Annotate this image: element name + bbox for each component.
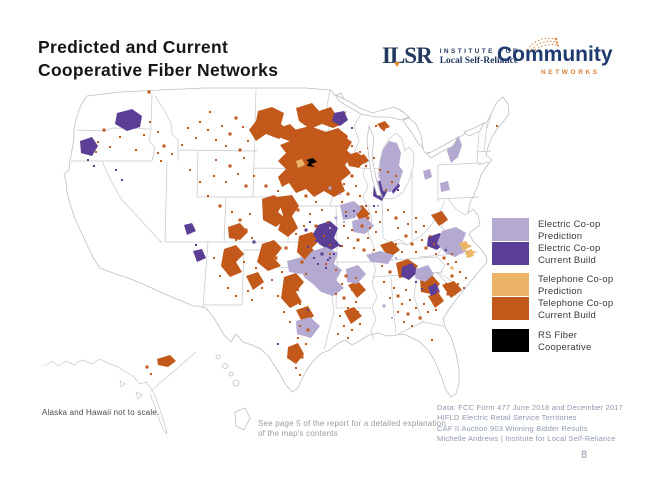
legend-label-line1: Telephone Co-op xyxy=(538,274,614,285)
data-source-line: Michelle Andrews | Institute for Local S… xyxy=(437,433,616,443)
hawaii-big-island xyxy=(234,407,251,431)
lake-michigan xyxy=(366,124,383,197)
ilsr-acronym: ILSR xyxy=(382,43,433,68)
data-sources: Data: FCC Form 477 June 2018 and Decembe… xyxy=(437,403,623,444)
legend-swatch xyxy=(492,242,529,265)
ilsr-local-self-reliance: Local Self-Reliance xyxy=(439,56,519,66)
legend-label: Telephone Co-op Current Build xyxy=(538,297,613,321)
legend-item: Electric Co-op Current Build xyxy=(492,242,644,266)
community-networks-logo: Community NETWORKS xyxy=(497,37,613,76)
legend-label-line2: Prediction xyxy=(538,230,583,242)
legend-label-line1: Telephone Co-op xyxy=(538,298,614,309)
page-number: 8 xyxy=(581,449,588,461)
ilsr-arrow-icon xyxy=(394,62,400,67)
map-legend: Electric Co-op Prediction Electric Co-op… xyxy=(492,218,644,353)
lake-huron xyxy=(402,117,424,150)
network-arcs-icon xyxy=(526,37,559,51)
legend-item: RS Fiber Cooperative xyxy=(492,329,644,353)
data-source-line: HIFLD Electric Retail Service Territorie… xyxy=(437,413,577,423)
legend-label: Telephone Co-op Prediction xyxy=(538,273,613,297)
explanation-line1: See page 5 of the report for a detailed … xyxy=(258,419,447,428)
ilsr-text: INSTITUTE FOR Local Self-Reliance xyxy=(440,44,520,68)
legend-swatch xyxy=(492,218,529,241)
legend-item: Electric Co-op Prediction xyxy=(492,218,644,242)
lake-erie xyxy=(426,135,460,159)
legend-label: Electric Co-op Prediction xyxy=(538,218,600,242)
data-source-line: Data: FCC Form 477 June 2018 and Decembe… xyxy=(437,403,623,412)
legend-label-line1: Electric Co-op xyxy=(538,243,601,254)
explanation-line2: of the map's contents xyxy=(258,429,338,438)
hawaii-inset xyxy=(215,354,251,431)
legend-swatch xyxy=(492,273,529,296)
page-title-line2: Cooperative Fiber Networks xyxy=(38,60,279,80)
page-title-line1: Predicted and Current xyxy=(38,37,229,57)
michigan-outline xyxy=(377,132,415,200)
ilsr-institute-for: INSTITUTE FOR xyxy=(439,48,521,55)
explanation-note: See page 5 of the report for a detailed … xyxy=(258,419,446,439)
ilsr-logo: ILSR INSTITUTE FOR Local Self-Reliance xyxy=(382,44,520,68)
legend-label: RS Fiber Cooperative xyxy=(538,329,591,353)
legend-label-line2: Current Build xyxy=(538,309,597,321)
legend-label-line2: Current Build xyxy=(538,254,597,266)
legend-item: Telephone Co-op Current Build xyxy=(492,297,644,321)
legend-label-line2: Prediction xyxy=(538,285,583,297)
lake-superior xyxy=(335,94,410,121)
legend-label-line2: Cooperative xyxy=(538,341,592,353)
lake-ontario xyxy=(463,122,485,137)
inset-scale-note: Alaska and Hawaii not to scale. xyxy=(42,408,160,417)
legend-label-line1: RS Fiber xyxy=(538,330,578,341)
map-patches xyxy=(80,90,502,376)
legend-swatch xyxy=(492,297,529,320)
legend-item: Telephone Co-op Prediction xyxy=(492,273,644,297)
inset-patches xyxy=(145,355,176,375)
great-lakes xyxy=(335,94,485,200)
data-source-line: CAF II Auction 903 Winning Bidder Result… xyxy=(437,423,588,433)
legend-swatch xyxy=(492,329,529,352)
community-wordmark: Community xyxy=(497,43,613,66)
legend-label: Electric Co-op Current Build xyxy=(538,242,600,266)
networks-wordmark: NETWORKS xyxy=(541,69,600,76)
alaska-inset xyxy=(43,351,197,435)
legend-label-line1: Electric Co-op xyxy=(538,219,601,230)
page-title: Predicted and Current Cooperative Fiber … xyxy=(38,36,278,82)
